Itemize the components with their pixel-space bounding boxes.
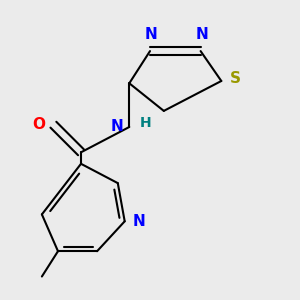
Text: S: S (230, 71, 241, 86)
Text: O: O (32, 117, 45, 132)
Text: H: H (140, 116, 151, 130)
Text: N: N (133, 214, 146, 229)
Text: N: N (111, 119, 124, 134)
Text: N: N (145, 27, 157, 42)
Text: N: N (195, 27, 208, 42)
